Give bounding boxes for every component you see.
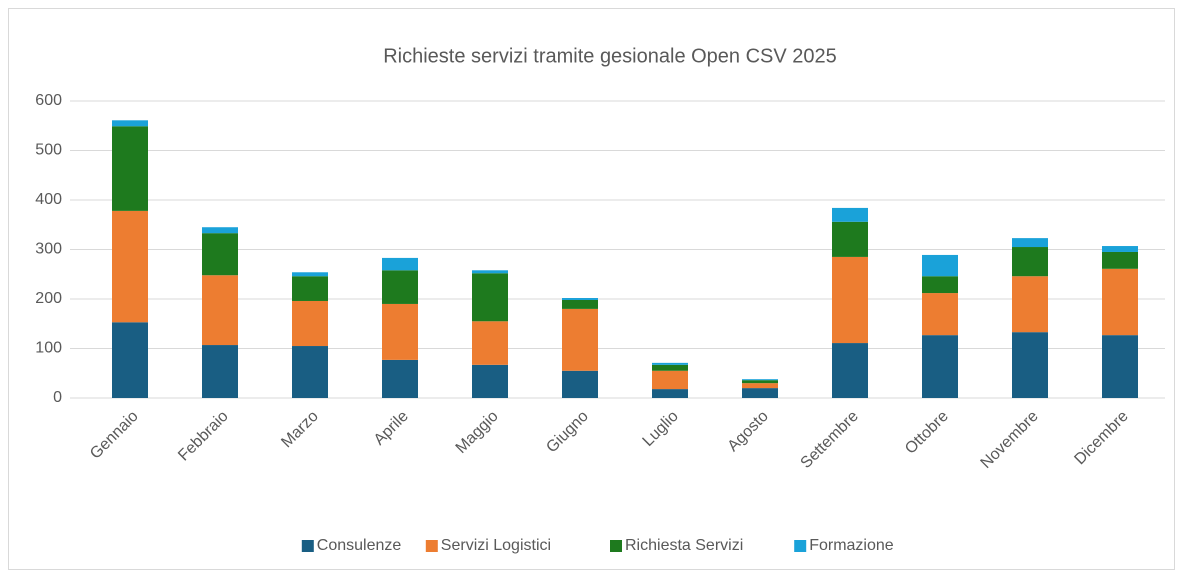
legend-label: Servizi Logistici <box>441 537 551 554</box>
bar-segment <box>292 276 328 301</box>
chart-title: Richieste servizi tramite gesionale Open… <box>383 45 837 67</box>
bar-segment <box>922 293 958 336</box>
bar-segment <box>382 359 418 398</box>
bar-segment <box>1012 247 1048 277</box>
bar-segment <box>292 272 328 277</box>
chart-border <box>8 8 1175 570</box>
bar-segment <box>382 257 418 271</box>
legend-label: Richiesta Servizi <box>625 537 743 554</box>
bar-segment <box>1012 238 1048 248</box>
bar-segment <box>742 379 778 381</box>
bar-segment <box>922 276 958 294</box>
bar-segment <box>112 126 148 211</box>
y-tick-label: 600 <box>35 92 62 109</box>
bar-segment <box>472 273 508 322</box>
bar-segment <box>832 207 868 222</box>
bar-segment <box>472 270 508 274</box>
bar-segment <box>1102 246 1138 252</box>
bar-segment <box>832 256 868 344</box>
legend-swatch <box>610 540 622 552</box>
bar-segment <box>742 383 778 389</box>
bar-segment <box>1012 332 1048 398</box>
y-tick-label: 200 <box>35 290 62 307</box>
legend-label: Consulenze <box>317 537 402 554</box>
bar-segment <box>292 300 328 347</box>
y-tick-label: 300 <box>35 241 62 258</box>
legend-swatch <box>425 540 438 552</box>
bar-segment <box>652 370 688 390</box>
bar-segment <box>562 370 598 398</box>
bar-segment <box>292 346 328 398</box>
bar-segment <box>1102 251 1138 269</box>
bar-segment <box>202 345 238 398</box>
bar-segment <box>652 389 688 398</box>
bar-segment <box>112 210 148 323</box>
bar-segment <box>1102 268 1138 336</box>
bar-segment <box>382 303 418 360</box>
y-tick-label: 500 <box>35 142 62 159</box>
bar-segment <box>112 120 148 127</box>
bar-segment <box>562 298 598 300</box>
bar-segment <box>112 322 148 398</box>
bar-segment <box>652 364 688 371</box>
bar-segment <box>202 227 238 234</box>
y-tick-label: 400 <box>35 191 62 208</box>
bar-segment <box>742 380 778 384</box>
bar-segment <box>202 275 238 346</box>
bar-segment <box>832 343 868 398</box>
bar-segment <box>562 308 598 371</box>
bar-segment <box>562 299 598 309</box>
legend-swatch <box>301 540 314 552</box>
bar-segment <box>1012 276 1048 333</box>
bar-segment <box>472 321 508 365</box>
legend-swatch <box>794 540 807 552</box>
bar-segment <box>202 233 238 276</box>
bar-segment <box>1102 335 1138 398</box>
bar-segment <box>832 221 868 257</box>
bar-segment <box>742 388 778 398</box>
bar-segment <box>922 335 958 398</box>
y-tick-label: 100 <box>35 340 62 357</box>
bar-segment <box>382 270 418 304</box>
bar-segment <box>922 254 958 277</box>
y-tick-label: 0 <box>53 389 62 406</box>
bar-segment <box>472 364 508 398</box>
bar-segment <box>652 362 688 365</box>
legend-label: Formazione <box>809 537 894 554</box>
